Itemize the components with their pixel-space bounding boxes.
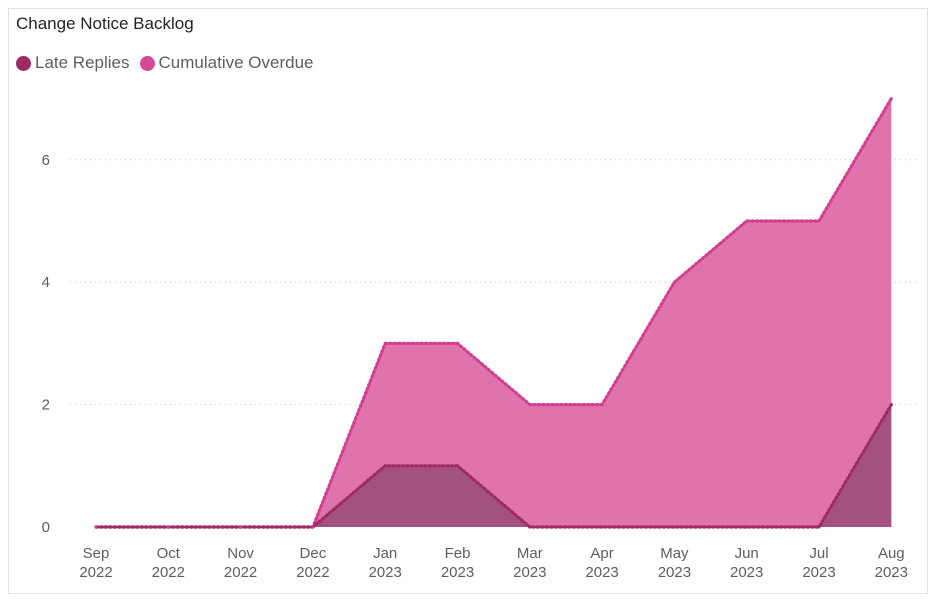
- legend-dot-cumulative-overdue: [139, 55, 155, 71]
- x-tick-label-year: 2023: [585, 564, 618, 581]
- line-late-replies: [94, 403, 893, 529]
- x-tick-label-year: 2023: [875, 564, 908, 581]
- data-point-late-replies: [817, 525, 821, 529]
- data-point-late-replies: [600, 525, 604, 529]
- data-point-late-replies: [383, 464, 387, 468]
- x-tick-label-year: 2023: [513, 564, 546, 581]
- data-point-cumulative-overdue: [311, 525, 315, 529]
- data-point-late-replies: [456, 464, 459, 468]
- y-tick-label: 6: [42, 152, 50, 169]
- x-tick-label-month: Apr: [590, 545, 613, 562]
- data-point-late-replies: [745, 525, 749, 529]
- y-tick-label: 0: [42, 519, 50, 536]
- data-point-cumulative-overdue: [456, 341, 459, 345]
- x-tick-label-month: May: [660, 545, 689, 562]
- x-tick-label-month: Jan: [373, 545, 397, 562]
- legend-dot-late-replies: [16, 55, 31, 71]
- legend-item-late-replies[interactable]: Late Replies: [16, 53, 130, 73]
- x-tick-label-month: Dec: [300, 545, 327, 562]
- data-point-cumulative-overdue: [889, 97, 893, 101]
- x-tick-label-year: 2022: [152, 564, 185, 581]
- x-tick-label-month: Nov: [227, 545, 254, 562]
- data-point-cumulative-overdue: [239, 525, 243, 529]
- x-tick-label-month: Jun: [735, 545, 759, 562]
- data-point-cumulative-overdue: [528, 403, 532, 407]
- data-point-cumulative-overdue: [166, 525, 170, 529]
- legend-label-late-replies: Late Replies: [35, 53, 130, 72]
- x-tick-label-month: Oct: [157, 545, 181, 562]
- data-point-cumulative-overdue: [672, 280, 676, 284]
- data-point-cumulative-overdue: [745, 219, 749, 223]
- data-point-cumulative-overdue: [600, 403, 604, 407]
- x-tick-label-year: 2022: [224, 564, 257, 581]
- data-point-cumulative-overdue: [383, 341, 387, 345]
- x-tick-label-year: 2023: [730, 564, 763, 581]
- x-tick-label-year: 2023: [369, 564, 402, 581]
- x-tick-label-year: 2022: [79, 564, 112, 581]
- x-tick-label-year: 2022: [296, 564, 329, 581]
- x-tick-label-year: 2023: [658, 564, 691, 581]
- x-tick-label-month: Jul: [809, 545, 828, 562]
- area-late-replies: [312, 404, 892, 527]
- data-point-late-replies: [889, 403, 893, 407]
- data-point-late-replies: [528, 525, 532, 529]
- x-tick-label-month: Sep: [83, 545, 110, 562]
- area-cumulative-overdue: [312, 98, 892, 527]
- data-point-cumulative-overdue: [94, 525, 98, 529]
- data-point-cumulative-overdue: [817, 219, 821, 223]
- x-tick-label-month: Mar: [517, 545, 543, 562]
- legend: Late Replies Cumulative Overdue: [16, 53, 323, 73]
- y-tick-label: 4: [42, 274, 50, 291]
- legend-label-cumulative-overdue: Cumulative Overdue: [158, 53, 314, 72]
- x-tick-label-year: 2023: [441, 564, 474, 581]
- y-tick-label: 2: [42, 397, 50, 414]
- x-tick-label-month: Aug: [878, 545, 905, 562]
- data-point-late-replies: [672, 525, 676, 529]
- x-tick-label-year: 2023: [802, 564, 835, 581]
- x-tick-label-month: Feb: [445, 545, 471, 562]
- chart-title: Change Notice Backlog: [16, 14, 194, 33]
- legend-item-cumulative-overdue[interactable]: Cumulative Overdue: [139, 53, 314, 73]
